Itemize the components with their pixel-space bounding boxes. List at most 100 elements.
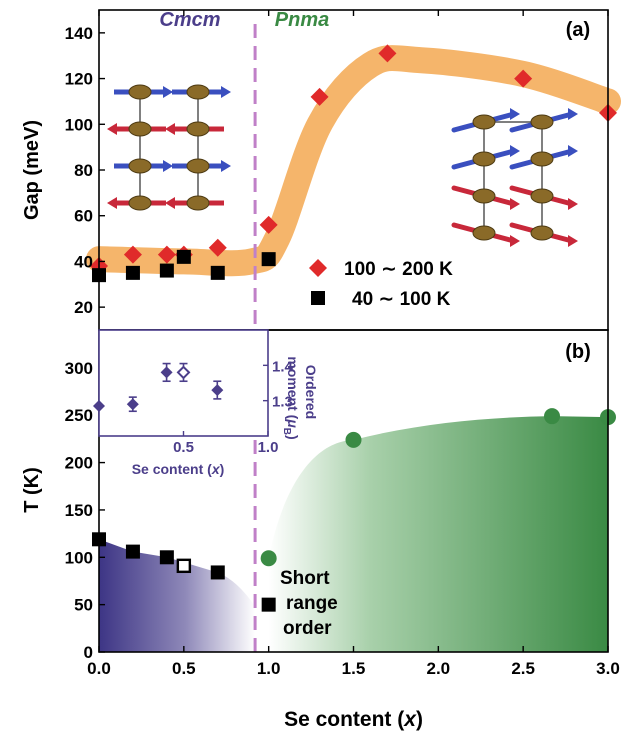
inset-y-ticks: 1.3 1.4 xyxy=(263,358,294,411)
atom-sphere xyxy=(186,84,210,100)
phase-label-pnma: Pnma xyxy=(275,9,329,31)
atom-sphere xyxy=(472,225,496,241)
data-point-40-100k xyxy=(210,265,225,280)
panel-b-marks xyxy=(92,408,616,612)
transition-temperature-point xyxy=(159,550,174,565)
atom-sphere xyxy=(530,225,554,241)
spin-arrow-head xyxy=(165,197,175,209)
data-point-40-100k xyxy=(159,263,174,278)
legend-label-40-100k: 40 ∼ 100 K xyxy=(352,289,451,310)
data-point-100-200k xyxy=(123,245,142,264)
spin-arrow-head xyxy=(510,235,520,247)
atom-sphere xyxy=(530,151,554,167)
y-tick-label: 200 xyxy=(65,454,93,473)
guide-band xyxy=(86,45,621,277)
atom-sphere xyxy=(128,158,152,174)
annotation-line: Short xyxy=(280,568,330,589)
panel-b-y-ticks: 0 50 100 150 200 250 300 xyxy=(65,359,105,662)
transition-temperature-point xyxy=(125,544,140,559)
data-point-100-200k xyxy=(378,44,397,63)
panel-a-frame xyxy=(98,9,609,331)
spin-arrow-head xyxy=(163,160,173,172)
inset-x-tick-label: 0.5 xyxy=(173,439,194,456)
spin-arrow-head xyxy=(568,108,578,120)
cmcm-region-fill xyxy=(99,539,256,652)
y-tick-label: 0 xyxy=(84,643,93,662)
y-tick-label: 80 xyxy=(74,161,93,180)
atom-sphere xyxy=(128,121,152,137)
legend-marker-100-200k xyxy=(309,259,327,277)
y-tick-label: 100 xyxy=(65,115,93,134)
y-tick-label: 100 xyxy=(65,548,93,567)
data-point-100-200k xyxy=(514,69,533,88)
moment-point xyxy=(211,384,224,397)
spin-arrow-head xyxy=(163,86,173,98)
spin-arrow-head xyxy=(165,123,175,135)
phase-label-cmcm: Cmcm xyxy=(159,9,220,31)
inset-chart: 1.3 1.4 0.5 1.0 Se content (x) Ordered mom… xyxy=(93,329,319,477)
atom-sphere xyxy=(186,158,210,174)
pnma-transition-point xyxy=(260,550,277,567)
pnma-transition-point xyxy=(345,431,362,448)
spin-arrow-head xyxy=(510,145,520,157)
atom-sphere xyxy=(530,114,554,130)
panel-b-x-ticks: 0.0 0.5 1.0 1.5 2.0 2.5 3.0 xyxy=(87,10,620,678)
annotation-line: order xyxy=(283,618,332,639)
x-tick-label: 2.0 xyxy=(427,659,451,678)
data-point-100-200k xyxy=(157,245,176,264)
spin-arrow-head xyxy=(107,123,117,135)
y-tick-label: 120 xyxy=(65,70,93,89)
y-tick-label: 50 xyxy=(74,596,93,615)
crystal-structure-pnma-icon xyxy=(451,108,578,247)
data-point-40-100k xyxy=(125,265,140,280)
data-point-100-200k xyxy=(310,87,329,106)
inset-y-axis-label: Ordered xyxy=(303,365,319,419)
x-tick-label: 1.5 xyxy=(342,659,366,678)
data-point-40-100k xyxy=(176,249,191,264)
inset-y-tick-label: 1.4 xyxy=(272,358,294,375)
atom-sphere xyxy=(530,188,554,204)
crystal-structure-cmcm-icon xyxy=(107,84,231,211)
atom-sphere xyxy=(472,188,496,204)
spin-arrow-head xyxy=(568,235,578,247)
panel-a-y-axis-label: Gap (meV) xyxy=(21,120,43,220)
y-tick-label: 150 xyxy=(65,501,93,520)
inset-x-tick-label: 1.0 xyxy=(258,439,279,456)
y-tick-label: 20 xyxy=(74,298,93,317)
pnma-transition-point xyxy=(544,408,561,425)
atom-sphere xyxy=(472,114,496,130)
annotation-line: range xyxy=(286,593,338,614)
moment-point xyxy=(126,398,139,411)
inset-frame xyxy=(98,329,269,437)
short-range-order-annotation: Short range order xyxy=(280,568,338,639)
panel-a-y-ticks: 20 40 60 80 100 120 140 xyxy=(65,24,105,317)
y-tick-label: 300 xyxy=(65,359,93,378)
panel-a-label: (a) xyxy=(566,19,590,41)
spin-arrow-head xyxy=(107,197,117,209)
spin-arrow-head xyxy=(568,145,578,157)
inset-background xyxy=(99,330,268,436)
transition-temperature-open-point xyxy=(176,558,192,574)
moment-open-point xyxy=(176,365,191,380)
inset-y-axis-label: moment (μB) xyxy=(281,356,301,439)
y-tick-label: 40 xyxy=(74,252,93,271)
legend-label-100-200k: 100 ∼ 200 K xyxy=(344,259,453,280)
panel-b-y-axis-label: T (K) xyxy=(21,467,43,513)
x-tick-label: 1.0 xyxy=(257,659,281,678)
data-point-100-200k xyxy=(259,215,278,234)
legend: 100 ∼ 200 K 40 ∼ 100 K xyxy=(309,259,453,310)
panel-a: 20 40 60 80 100 120 140 Gap (meV) (a) Cmcm Pnm… xyxy=(21,9,621,331)
transition-temperature-point xyxy=(261,597,276,612)
y-tick-label: 140 xyxy=(65,24,93,43)
transition-temperature-point xyxy=(210,565,225,580)
x-axis-label: Se content (x) xyxy=(284,708,423,731)
spin-arrow-head xyxy=(510,108,520,120)
panel-b: 0 50 100 150 200 250 300 0.0 0.5 1.0 1.5 2.0 2.5 3.0… xyxy=(21,10,620,731)
atom-sphere xyxy=(186,121,210,137)
x-tick-label: 0.0 xyxy=(87,659,111,678)
atom-sphere xyxy=(128,84,152,100)
x-tick-label: 2.5 xyxy=(511,659,535,678)
atom-sphere xyxy=(472,151,496,167)
panel-b-frame xyxy=(98,329,609,653)
moment-point xyxy=(160,366,173,379)
